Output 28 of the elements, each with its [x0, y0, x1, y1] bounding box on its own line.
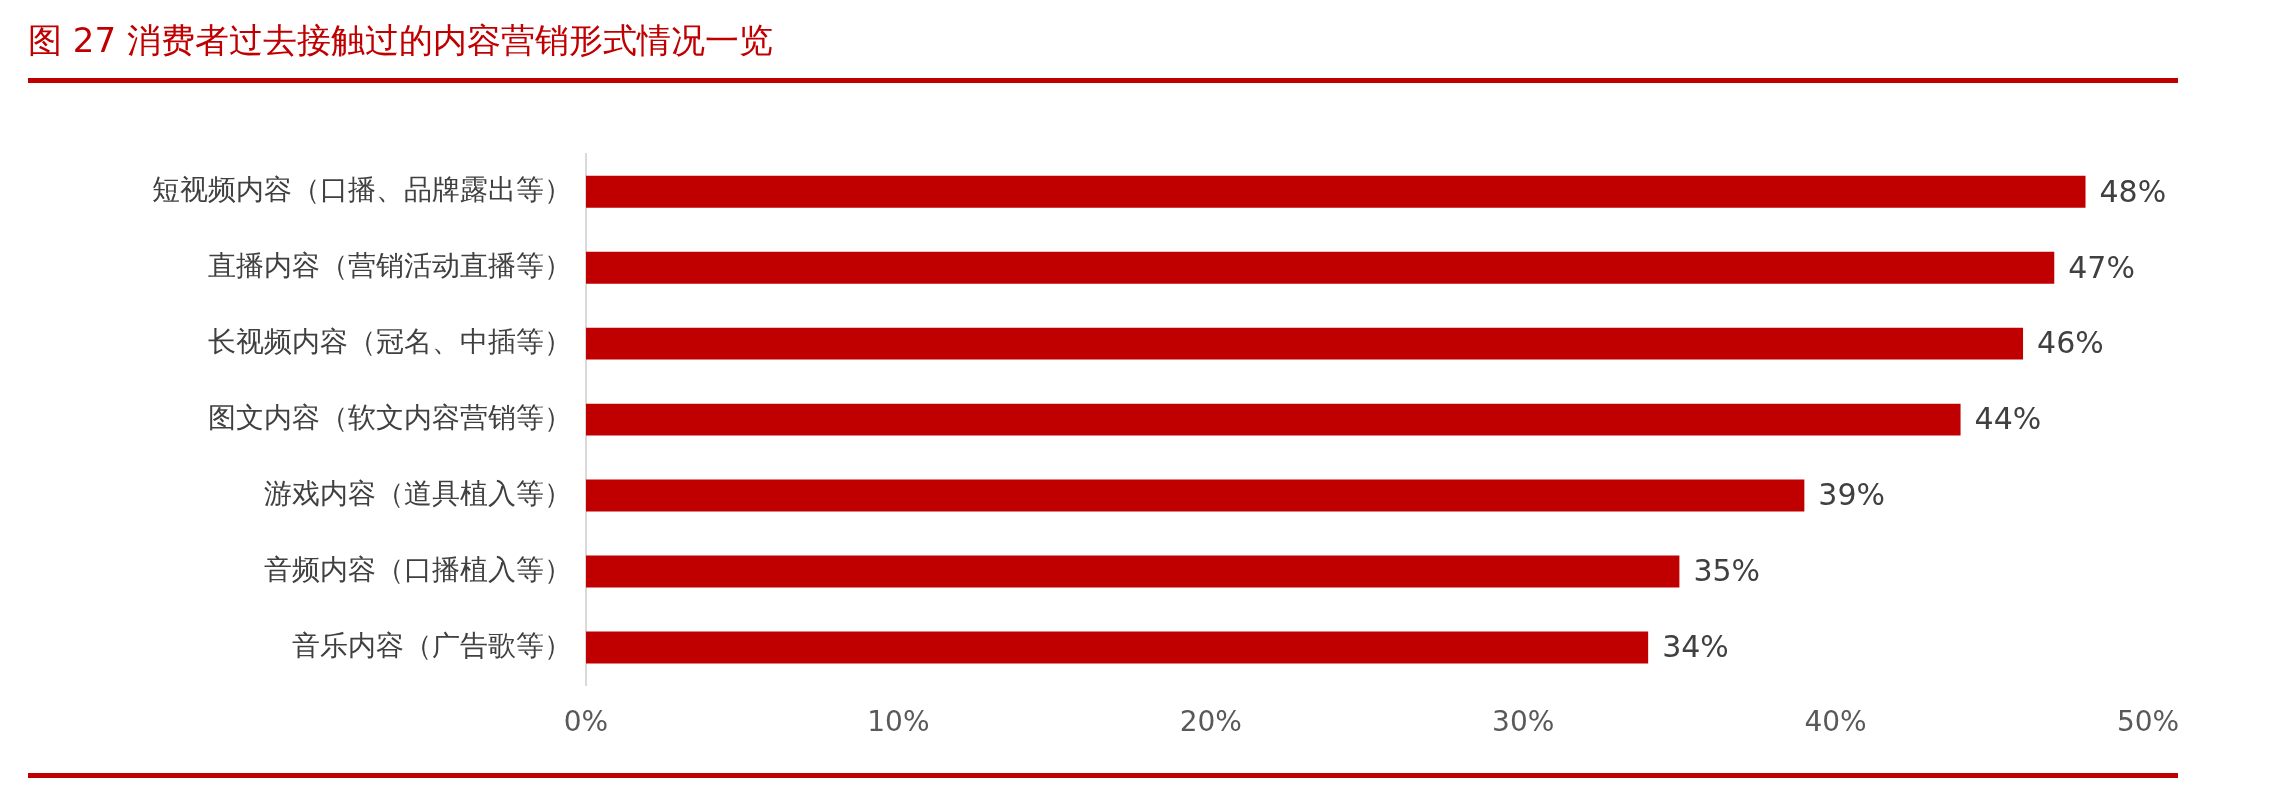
y-tick-label: 音乐内容（广告歌等）	[292, 628, 572, 662]
x-tick-label: 20%	[1179, 705, 1242, 739]
bar	[586, 555, 1680, 588]
x-tick-label: 40%	[1804, 705, 1867, 739]
data-label: 46%	[2037, 325, 2104, 361]
y-tick-label: 长视频内容（冠名、中插等）	[208, 324, 572, 358]
y-tick-label: 短视频内容（口播、品牌露出等）	[152, 173, 572, 207]
y-tick-label: 图文内容（软文内容营销等）	[208, 400, 572, 434]
data-label: 35%	[1693, 553, 1761, 589]
x-tick-label: 0%	[563, 705, 609, 739]
bar	[586, 479, 1805, 512]
bar	[586, 251, 2055, 284]
chart-title: 图 27 消费者过去接触过的内容营销形式情况一览	[27, 19, 774, 62]
x-tick-label: 30%	[1492, 705, 1555, 739]
data-label: 47%	[2068, 249, 2135, 285]
data-label: 44%	[1974, 401, 2042, 437]
data-label: 34%	[1662, 629, 1729, 665]
bar	[586, 631, 1649, 664]
y-tick-label: 游戏内容（道具植入等）	[264, 476, 572, 510]
y-tick-label: 直播内容（营销活动直播等）	[208, 249, 572, 282]
bar	[586, 403, 1961, 436]
bar	[586, 327, 2024, 360]
y-tick-label: 音频内容（口播植入等）	[264, 552, 572, 586]
data-label: 39%	[1818, 477, 1886, 513]
x-tick-label: 50%	[2116, 705, 2180, 739]
bar	[586, 175, 2086, 208]
data-label: 48%	[2099, 173, 2167, 209]
x-tick-label: 10%	[867, 705, 930, 739]
